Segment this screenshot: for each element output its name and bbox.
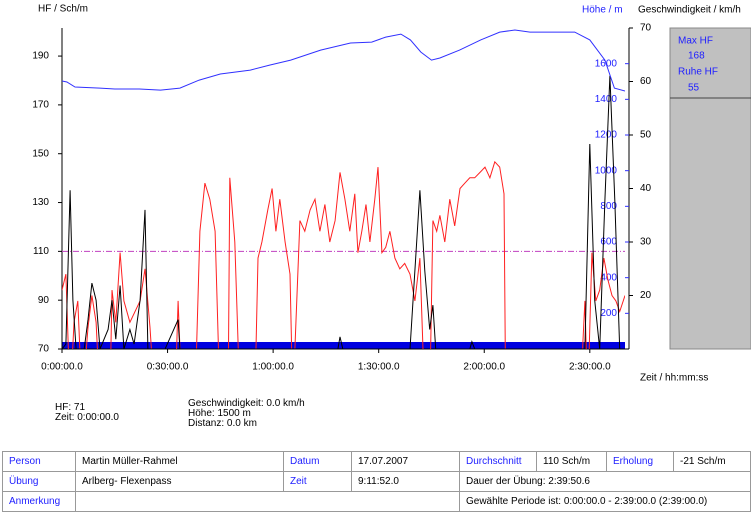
y-tick-label: 130 <box>32 197 49 208</box>
x-axis-title: Zeit / hh:mm:ss <box>640 373 708 384</box>
table-row: Übung Arlberg- Flexenpass Zeit 9:11:52.0… <box>2 471 751 492</box>
y2-tick-label: 50 <box>640 130 652 141</box>
y3-tick-label: 1400 <box>595 94 618 105</box>
session-table: Person Martin Müller-Rahmel Datum 17.07.… <box>2 451 751 512</box>
value-cell: Arlberg- Flexenpass <box>75 471 284 492</box>
value-cell: -21 Sch/m <box>673 451 751 472</box>
y-tick-label: 170 <box>32 100 49 111</box>
label-cell: Durchschnitt <box>459 451 537 472</box>
label-cell: Anmerkung <box>2 491 76 512</box>
max-hf-label: Max HF <box>678 36 713 47</box>
value-cell: Dauer der Übung: 2:39:50.6 <box>459 471 751 492</box>
info-speed: Geschwindigkeit: 0.0 km/h <box>188 398 305 409</box>
y2-tick-label: 30 <box>640 237 652 248</box>
y2-tick-label: 20 <box>640 290 652 301</box>
selection-bar <box>62 342 625 349</box>
chart: Max HF 168 Ruhe HF 55 HF / Sch/m Höhe / … <box>32 4 751 384</box>
value-cell <box>75 491 460 512</box>
y2-axis-title: Geschwindigkeit / km/h <box>638 5 741 16</box>
table-row: Anmerkung Gewählte Periode ist: 0:00:00.… <box>2 491 751 512</box>
value-cell: Gewählte Periode ist: 0:00:00.0 - 2:39:0… <box>459 491 751 512</box>
info-hf: HF: 71 <box>55 402 86 413</box>
y3-tick-label: 200 <box>600 308 617 319</box>
y-tick-label: 110 <box>33 246 49 257</box>
y3-tick-label: 800 <box>600 201 617 212</box>
x-tick-label: 2:00:00.0 <box>463 362 505 373</box>
y2-tick-label: 40 <box>640 183 652 194</box>
label-cell: Übung <box>2 471 76 492</box>
table-row: Person Martin Müller-Rahmel Datum 17.07.… <box>2 451 751 472</box>
x-tick-label: 1:00:00.0 <box>252 362 294 373</box>
series-line <box>62 160 625 349</box>
plot-area <box>62 29 625 349</box>
rest-hf-label: Ruhe HF <box>678 67 718 78</box>
info-distance: Distanz: 0.0 km <box>188 418 257 429</box>
y3-tick-label: 600 <box>600 237 617 248</box>
x-tick-label: 2:30:00.0 <box>569 362 611 373</box>
y-tick-label: 70 <box>38 344 50 355</box>
y3-tick-label: 400 <box>600 272 617 283</box>
label-cell: Datum <box>283 451 352 472</box>
y2-tick-label: 70 <box>640 23 652 34</box>
series-line <box>62 29 625 92</box>
x-tick-label: 1:30:00.0 <box>358 362 400 373</box>
rest-hf-value: 55 <box>688 83 700 94</box>
y2-tick-label: 60 <box>640 76 652 87</box>
y-tick-label: 190 <box>32 51 49 62</box>
info-time: Zeit: 0:00:00.0 <box>55 412 119 423</box>
value-cell: 9:11:52.0 <box>351 471 460 492</box>
value-cell: Martin Müller-Rahmel <box>75 451 284 472</box>
x-tick-label: 0:30:00.0 <box>147 362 189 373</box>
label-cell: Erholung <box>606 451 674 472</box>
value-cell: 17.07.2007 <box>351 451 460 472</box>
y3-axis-title: Höhe / m <box>582 5 623 16</box>
y-axis-title: HF / Sch/m <box>38 4 88 15</box>
value-cell: 110 Sch/m <box>536 451 607 472</box>
max-hf-value: 168 <box>688 51 705 62</box>
series-line <box>62 75 625 349</box>
y3-tick-label: 1200 <box>595 130 618 141</box>
label-cell: Person <box>2 451 76 472</box>
x-tick-label: 0:00:00.0 <box>41 362 83 373</box>
label-cell: Zeit <box>283 471 352 492</box>
info-height: Höhe: 1500 m <box>188 408 251 419</box>
side-panel <box>669 27 751 350</box>
y-tick-label: 90 <box>38 295 50 306</box>
y-tick-label: 150 <box>32 148 49 159</box>
